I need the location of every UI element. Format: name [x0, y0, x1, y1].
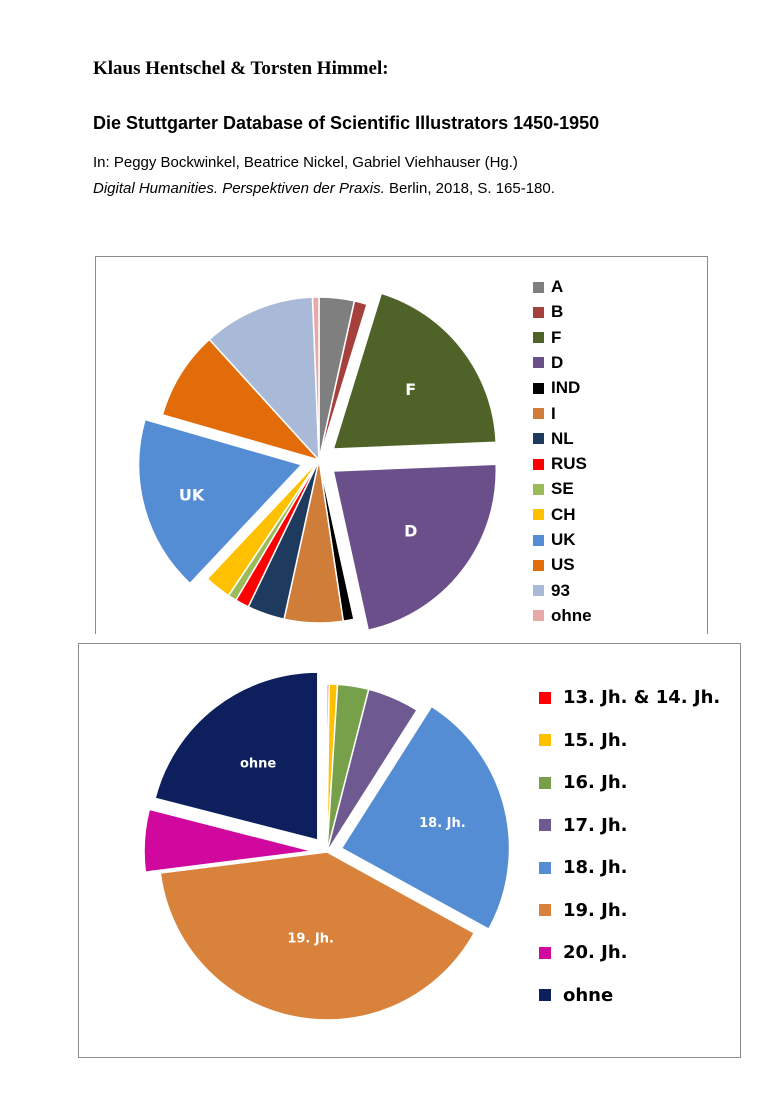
legend-label: 93: [551, 580, 570, 600]
legend-item-rus: RUS: [533, 454, 587, 474]
country-pie-chart-frame: [95, 256, 708, 634]
legend-item-15-jh: 15. Jh.: [539, 730, 628, 751]
legend-item-13-jh-14-jh: 13. Jh. & 14. Jh.: [539, 687, 720, 708]
data-label-ohne: ohne: [240, 757, 276, 772]
legend-item-d: D: [533, 353, 563, 373]
legend-item-nl: NL: [533, 429, 574, 449]
legend-swatch: [539, 776, 551, 789]
legend-label: D: [551, 352, 564, 372]
legend-swatch: [539, 946, 551, 959]
legend-swatch: [539, 861, 551, 874]
legend-swatch: [539, 819, 551, 831]
legend-swatch: [539, 989, 551, 1001]
legend-item-20-jh: 20. Jh.: [539, 942, 628, 963]
data-label-uk: UK: [179, 486, 205, 505]
pie-slice-uk: [137, 418, 304, 585]
legend-swatch: [533, 433, 544, 445]
legend-label: ohne: [551, 605, 592, 625]
pie-slice-ohne: [154, 671, 319, 842]
legend-item-ind: IND: [533, 378, 580, 398]
legend-swatch: [533, 509, 544, 521]
legend-label: IND: [551, 378, 581, 398]
legend-swatch: [533, 281, 544, 293]
legend-swatch: [533, 382, 544, 394]
legend-item-f: F: [533, 328, 561, 348]
pie-slice-d: [332, 463, 497, 632]
legend-label: F: [551, 327, 562, 347]
legend-swatch: [533, 585, 544, 597]
legend-item-93: 93: [533, 581, 570, 601]
legend-swatch: [533, 483, 544, 495]
legend-label: SE: [551, 479, 574, 499]
legend-item-19-jh: 19. Jh.: [539, 900, 628, 921]
citation-details: Berlin, 2018, S. 165-180.: [384, 180, 555, 197]
legend-swatch: [539, 904, 551, 916]
pie-slice-b: [318, 300, 368, 461]
legend-label: 19. Jh.: [563, 899, 628, 921]
data-label-19-jh: 19. Jh.: [287, 931, 334, 946]
legend-label: RUS: [551, 454, 587, 474]
legend-label: 18. Jh.: [563, 857, 628, 878]
data-label-18-jh: 18. Jh.: [419, 816, 466, 831]
pie-slice-us: [161, 338, 322, 462]
legend-label: CH: [551, 504, 576, 524]
legend-swatch: [533, 534, 544, 546]
legend-item-ohne: ohne: [533, 606, 592, 626]
legend-item-18-jh: 18. Jh.: [539, 857, 628, 878]
pie-slice-20-jh: [143, 808, 313, 873]
legend-label: NL: [551, 428, 574, 448]
legend-swatch: [533, 332, 544, 344]
pie-slice-18-jh: [340, 705, 511, 931]
legend-label: I: [551, 403, 556, 423]
author-line: Klaus Hentschel & Torsten Himmel:: [93, 58, 389, 79]
pie-slice-f: [332, 292, 497, 450]
legend-label: UK: [551, 530, 576, 549]
legend-item-a: A: [533, 277, 563, 297]
legend-label: 20. Jh.: [563, 942, 628, 963]
legend-swatch: [539, 734, 551, 746]
legend-swatch: [533, 306, 544, 318]
data-label-d: D: [404, 521, 417, 540]
legend-item-uk: UK: [533, 530, 576, 550]
pie-slice-ch: [206, 459, 320, 597]
legend-swatch: [533, 458, 544, 470]
legend-label: 15. Jh.: [563, 729, 628, 751]
pie-slice-93: [208, 296, 320, 463]
legend-item-ohne: ohne: [539, 985, 613, 1006]
legend-label: US: [551, 555, 575, 575]
book-title: Digital Humanities. Perspektiven der Pra…: [93, 180, 385, 197]
legend-swatch: [533, 610, 544, 622]
legend-label: 13. Jh. & 14. Jh.: [563, 687, 721, 708]
century-pie-chart-frame: [78, 643, 741, 1058]
legend-swatch: [533, 357, 544, 369]
pie-slice-ohne: [311, 296, 320, 461]
citation-line-1: In: Peggy Bockwinkel, Beatrice Nickel, G…: [93, 154, 518, 171]
legend-item-ch: CH: [533, 505, 576, 525]
legend-label: ohne: [563, 984, 614, 1006]
legend-label: A: [551, 277, 564, 296]
legend-item-i: I: [533, 404, 556, 424]
citation-line-2: Digital Humanities. Perspektiven der Pra…: [93, 180, 555, 197]
legend-item-us: US: [533, 555, 575, 575]
data-label-f: F: [405, 380, 416, 399]
legend-item-se: SE: [533, 479, 574, 499]
legend-swatch: [533, 559, 544, 571]
pie-slice-19-jh: [159, 851, 476, 1021]
legend-item-17-jh: 17. Jh.: [539, 815, 628, 836]
paper-title: Die Stuttgarter Database of Scientific I…: [93, 113, 600, 133]
legend-label: 16. Jh.: [563, 772, 628, 793]
legend-item-b: B: [533, 302, 563, 322]
legend-swatch: [539, 691, 551, 704]
legend-label: B: [551, 302, 564, 322]
legend-swatch: [533, 408, 544, 419]
legend-label: 17. Jh.: [563, 814, 628, 836]
legend-item-16-jh: 16. Jh.: [539, 772, 628, 793]
pie-slice-17-jh: [326, 688, 419, 853]
